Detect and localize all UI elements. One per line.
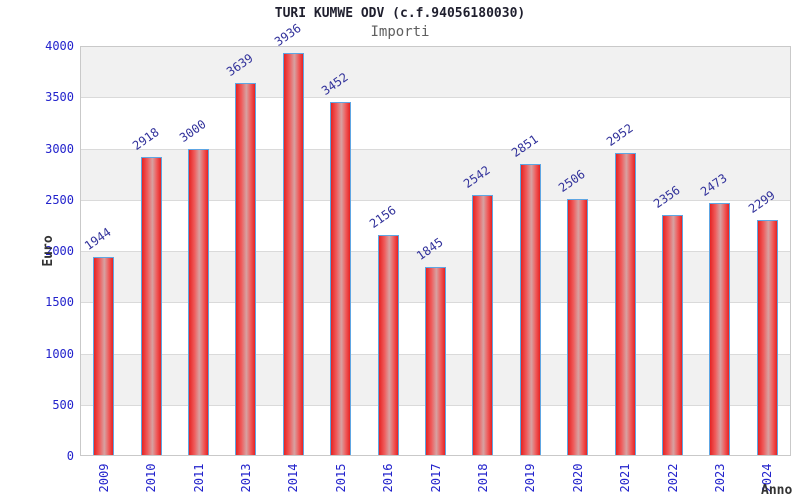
bar-2022 (662, 214, 683, 456)
bar-2024 (756, 220, 778, 456)
plot-band-gray (80, 148, 791, 200)
x-tick-label: 2018 (475, 463, 490, 493)
bar-2017 (425, 266, 446, 456)
y-tick-label: 4000 (45, 39, 74, 53)
bar-2016 (377, 235, 399, 456)
bar-2023 (709, 202, 731, 456)
gridline (80, 97, 791, 99)
y-tick-label: 3000 (45, 141, 74, 156)
bar-2015 (330, 102, 352, 456)
y-tick-label: 2000 (45, 244, 74, 258)
x-tick-label: 2022 (665, 463, 680, 493)
x-tick-label: 2016 (381, 463, 396, 493)
x-tick-label: 2014 (286, 463, 301, 493)
plot-band-gray (80, 46, 791, 98)
bar-2013 (235, 83, 257, 456)
x-tick-label: 2015 (333, 463, 348, 493)
gridline (80, 148, 791, 150)
bar-2021 (614, 153, 636, 456)
y-tick-label: 1500 (45, 295, 74, 310)
gridline (80, 199, 791, 201)
bar-2011 (188, 148, 209, 456)
y-tick-label: 500 (52, 397, 74, 412)
x-tick-label: 2011 (191, 463, 206, 493)
y-tick-label: 0 (66, 449, 74, 463)
y-tick-label: 3500 (45, 90, 74, 105)
x-tick-label: 2021 (618, 463, 633, 493)
x-tick-label: 2020 (570, 463, 585, 493)
bar-2018 (472, 195, 494, 456)
chart-subtitle: Importi (370, 24, 430, 40)
y-axis-label: Euro (41, 235, 56, 267)
x-tick-label: 2010 (144, 463, 159, 493)
gridline (80, 251, 791, 252)
bar-2010 (140, 156, 162, 456)
bar-2009 (93, 256, 115, 456)
x-tick-label: 2019 (523, 463, 538, 493)
y-tick-label: 2500 (45, 192, 74, 207)
y-tick-label: 1000 (45, 346, 74, 361)
x-tick-label: 2017 (428, 463, 443, 493)
x-tick-label: 2009 (96, 463, 111, 493)
plot-band-white (80, 97, 791, 149)
bar-2020 (567, 199, 589, 456)
x-tick-label: 2013 (238, 463, 253, 493)
chart-title: TURI KUMWE ODV (c.f.94056180030) (274, 6, 526, 21)
bar-2014 (282, 52, 304, 456)
x-tick-label: 2023 (712, 463, 727, 493)
x-axis-label: Anno (761, 483, 793, 498)
bar-2019 (519, 163, 541, 456)
